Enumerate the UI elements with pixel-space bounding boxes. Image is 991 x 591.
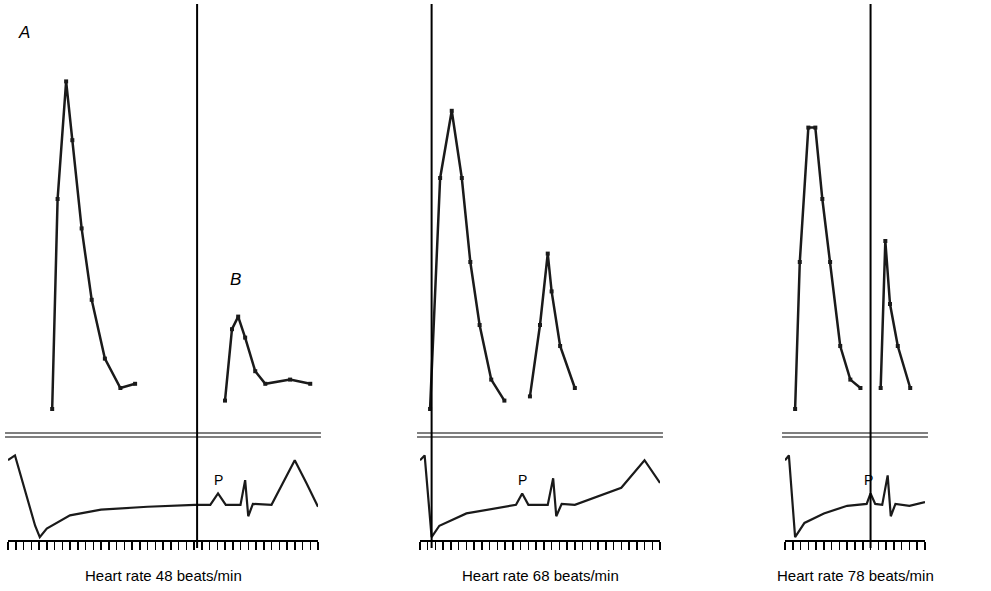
svg-text:Heart rate 78 beats/min: Heart rate 78 beats/min — [777, 567, 934, 584]
svg-text:P: P — [518, 472, 527, 488]
svg-text:B: B — [230, 270, 241, 289]
svg-text:A: A — [18, 23, 30, 42]
svg-text:P: P — [214, 472, 223, 488]
svg-text:Heart rate 48 beats/min: Heart rate 48 beats/min — [85, 567, 242, 584]
svg-text:Heart rate 68 beats/min: Heart rate 68 beats/min — [462, 567, 619, 584]
svg-text:P: P — [864, 472, 873, 488]
